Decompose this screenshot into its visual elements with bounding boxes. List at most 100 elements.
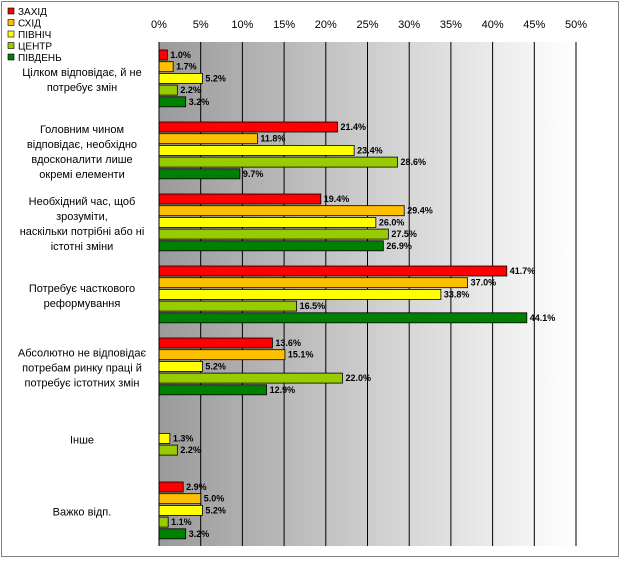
bars — [158, 49, 528, 540]
bar — [158, 516, 169, 528]
data-label: 19.4% — [324, 194, 350, 204]
data-label: 3.2% — [189, 529, 210, 539]
data-label: 33.8% — [444, 289, 470, 299]
legend-swatch — [7, 7, 15, 15]
bar — [158, 144, 355, 156]
bar — [158, 96, 187, 108]
data-label: 2.2% — [180, 85, 201, 95]
bar — [158, 61, 174, 73]
category-label: Потребує часткового реформування — [29, 283, 135, 310]
bar — [158, 384, 267, 396]
data-label: 22.0% — [345, 373, 371, 383]
category-label-line: потребує змін — [47, 82, 117, 94]
bar — [158, 360, 203, 372]
bar — [158, 481, 184, 493]
bar — [158, 372, 343, 384]
data-label: 29.4% — [407, 206, 433, 216]
x-tick-label: 45% — [523, 19, 545, 31]
x-axis-ticks: 0% 5% 10% 15% 20% 25% 30% 35% 40% 45% 50% — [151, 19, 587, 31]
legend-entry: ПІВНІЧ — [18, 30, 51, 41]
data-label: 11.8% — [260, 134, 285, 144]
bar — [158, 205, 405, 217]
bar — [158, 240, 384, 252]
data-label: 13.6% — [275, 338, 301, 348]
data-label: 1.3% — [173, 433, 194, 443]
legend-entry: ЗАХІД — [18, 7, 47, 18]
x-tick-label: 35% — [440, 19, 462, 31]
bar — [158, 528, 187, 540]
data-label: 21.4% — [340, 122, 366, 132]
category-label-line: Абсолютно не відповідає — [18, 347, 147, 359]
bar — [158, 49, 168, 61]
x-tick-label: 15% — [273, 19, 295, 31]
data-label: 12.9% — [270, 385, 296, 395]
data-label: 2.2% — [180, 445, 201, 455]
data-label: 5.2% — [205, 505, 226, 515]
bar — [158, 216, 377, 228]
bar — [158, 156, 398, 168]
bar — [158, 493, 202, 505]
category-label-line: потребам ринку праці й — [22, 362, 142, 374]
bar — [158, 444, 178, 456]
category-label-line: вдосконалити лише — [31, 154, 132, 166]
data-label: 37.0% — [471, 278, 497, 288]
bar — [158, 133, 258, 145]
bar — [158, 300, 298, 312]
category-label-line: зрозуміти, — [56, 211, 108, 223]
category-labels: Цілком відповідає, й не потребує змін Голо… — [18, 67, 147, 519]
data-label: 28.6% — [401, 157, 427, 167]
bar-chart: 0% 5% 10% 15% 20% 25% 30% 35% 40% 45% 50% 1.0% 1.7%… — [7, 7, 587, 546]
category-label-line: істотні зміни — [51, 241, 114, 253]
data-label: 44.1% — [530, 313, 556, 323]
data-label: 2.9% — [186, 482, 207, 492]
legend-swatch — [7, 53, 15, 61]
data-label: 26.0% — [379, 217, 405, 227]
bar — [158, 168, 241, 180]
category-label-line: Необхідний час, щоб — [29, 196, 136, 208]
data-label: 27.5% — [391, 229, 417, 239]
legend-entry: ЦЕНТР — [18, 42, 52, 53]
bar — [158, 349, 286, 361]
x-tick-label: 25% — [356, 19, 378, 31]
legend-entry: ПІВДЕНЬ — [18, 53, 62, 64]
data-label: 15.1% — [288, 350, 314, 360]
data-label: 41.7% — [510, 266, 536, 276]
data-label: 16.5% — [300, 301, 326, 311]
data-label: 3.2% — [189, 97, 210, 107]
data-label: 23.4% — [357, 145, 383, 155]
x-tick-label: 50% — [565, 19, 587, 31]
bar — [158, 504, 203, 516]
category-label-line: Головним чином — [40, 124, 124, 136]
bar — [158, 432, 171, 444]
data-labels: 1.0% 1.7% 5.2% 2.2% 3.2% 21.4% 11.8% 23.4% 28.6%… — [170, 50, 555, 539]
bar — [158, 73, 203, 84]
bar — [158, 288, 442, 300]
bar — [158, 121, 338, 133]
category-label-line: окремі елементи — [39, 169, 124, 181]
data-label: 1.1% — [171, 517, 192, 527]
legend-entry: СХІД — [18, 19, 41, 30]
category-label: Необхідний час, щоб зрозуміти, наскільки п… — [20, 196, 145, 253]
bar — [158, 84, 178, 96]
category-label: Цілком відповідає, й не потребує змін — [22, 67, 141, 94]
bar — [158, 312, 528, 324]
category-label: Головним чином відповідає, необхідно вдоск… — [27, 124, 137, 181]
category-label-line: реформування — [44, 298, 121, 310]
bar — [158, 228, 389, 240]
category-label: Абсолютно не відповідає потребам ринку пр… — [18, 347, 147, 389]
bar — [158, 337, 273, 349]
bar — [158, 193, 322, 205]
legend-swatch — [7, 19, 15, 26]
x-tick-label: 5% — [193, 19, 209, 31]
data-label: 5.0% — [204, 494, 225, 504]
x-tick-label: 10% — [231, 19, 253, 31]
x-tick-label: 30% — [398, 19, 420, 31]
category-label-line: наскільки потрібні або ні — [20, 226, 145, 238]
x-tick-label: 40% — [482, 19, 504, 31]
data-label: 5.2% — [205, 361, 226, 371]
x-tick-label: 0% — [151, 19, 167, 31]
data-label: 1.0% — [170, 50, 191, 60]
category-label-line: Потребує часткового — [29, 283, 135, 295]
category-label: Важко відп. — [53, 506, 112, 518]
